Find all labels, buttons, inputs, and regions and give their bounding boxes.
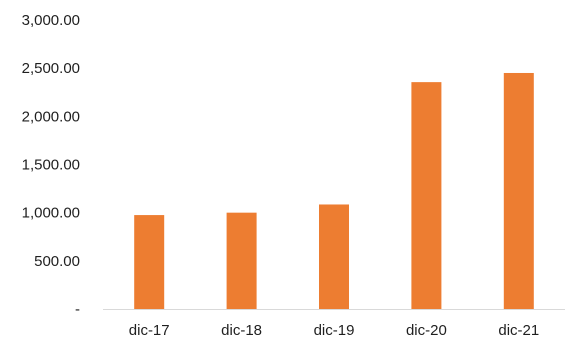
y-tick-label: 3,000.00 <box>22 12 80 29</box>
x-tick-label: dic-18 <box>221 322 262 339</box>
y-tick-label: 2,500.00 <box>22 60 80 77</box>
bar-dic-17 <box>134 215 165 309</box>
bar-dic-18 <box>226 212 257 309</box>
y-tick-label: 500.00 <box>34 253 80 270</box>
bar-series <box>134 72 534 309</box>
x-tick-label: dic-19 <box>314 322 355 339</box>
y-axis-tick-labels: - 500.00 1,000.00 1,500.00 2,000.00 2,500.00 3… <box>22 12 80 318</box>
y-tick-label: - <box>75 301 80 318</box>
x-tick-label: dic-17 <box>129 322 170 339</box>
bar-dic-19 <box>319 204 349 309</box>
y-tick-label: 1,000.00 <box>22 205 80 222</box>
bar-dic-21 <box>503 72 534 309</box>
x-tick-label: dic-21 <box>498 322 539 339</box>
bar-dic-20 <box>411 82 442 309</box>
x-tick-label: dic-20 <box>406 322 447 339</box>
y-tick-label: 2,000.00 <box>22 108 80 125</box>
y-tick-label: 1,500.00 <box>22 157 80 174</box>
x-axis-tick-labels: dic-17 dic-18 dic-19 dic-20 dic-21 <box>129 322 539 339</box>
